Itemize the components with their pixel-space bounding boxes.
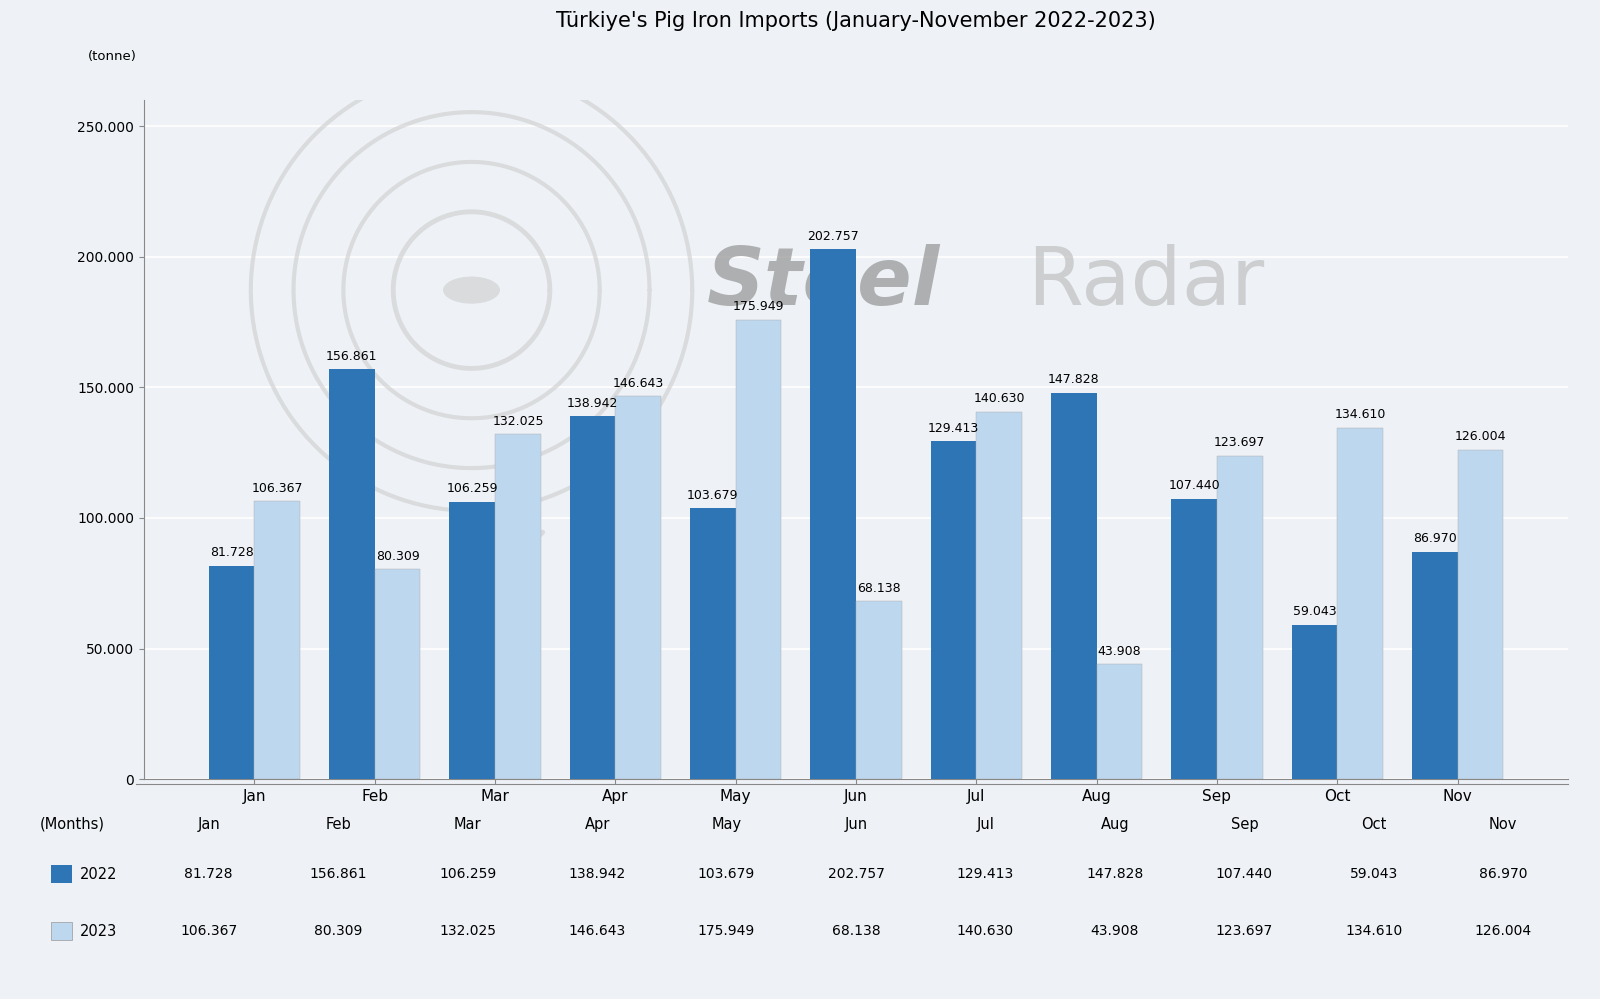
Bar bbox=[931, 442, 976, 779]
Text: 80.309: 80.309 bbox=[376, 549, 419, 562]
Text: Apr: Apr bbox=[584, 816, 610, 832]
Bar bbox=[494, 435, 541, 779]
Bar bbox=[208, 565, 254, 779]
Text: (tonne): (tonne) bbox=[88, 50, 138, 63]
Bar bbox=[976, 412, 1022, 779]
Text: 156.861: 156.861 bbox=[309, 867, 366, 881]
Text: 86.970: 86.970 bbox=[1413, 532, 1456, 545]
Bar bbox=[450, 501, 494, 779]
Bar bbox=[1338, 428, 1382, 779]
Text: 106.367: 106.367 bbox=[181, 924, 237, 938]
Text: 202.757: 202.757 bbox=[827, 867, 885, 881]
Text: 140.630: 140.630 bbox=[973, 393, 1026, 406]
Text: Aug: Aug bbox=[1101, 816, 1130, 832]
Bar bbox=[736, 320, 781, 779]
Text: Radar: Radar bbox=[1027, 245, 1264, 323]
Text: 156.861: 156.861 bbox=[326, 350, 378, 363]
Bar bbox=[1051, 393, 1096, 779]
Text: 132.025: 132.025 bbox=[438, 924, 496, 938]
Text: 81.728: 81.728 bbox=[184, 867, 234, 881]
Text: 123.697: 123.697 bbox=[1216, 924, 1274, 938]
Text: 106.367: 106.367 bbox=[251, 482, 302, 495]
Text: 132.025: 132.025 bbox=[493, 415, 544, 428]
Text: 103.679: 103.679 bbox=[698, 867, 755, 881]
Text: Jul: Jul bbox=[976, 816, 994, 832]
Bar bbox=[690, 508, 736, 779]
Text: 106.259: 106.259 bbox=[438, 867, 496, 881]
Text: 86.970: 86.970 bbox=[1478, 867, 1528, 881]
Bar bbox=[1218, 456, 1262, 779]
Text: 134.610: 134.610 bbox=[1346, 924, 1403, 938]
Text: 175.949: 175.949 bbox=[733, 300, 784, 313]
Circle shape bbox=[443, 277, 501, 304]
Text: 103.679: 103.679 bbox=[686, 489, 739, 501]
Text: 138.942: 138.942 bbox=[566, 397, 618, 410]
Text: May: May bbox=[712, 816, 742, 832]
Text: 134.610: 134.610 bbox=[1334, 408, 1386, 421]
Text: 68.138: 68.138 bbox=[832, 924, 880, 938]
Text: 129.413: 129.413 bbox=[957, 867, 1014, 881]
Text: Oct: Oct bbox=[1362, 816, 1387, 832]
Text: Steel: Steel bbox=[707, 245, 939, 323]
Text: 59.043: 59.043 bbox=[1350, 867, 1398, 881]
Text: Feb: Feb bbox=[325, 816, 350, 832]
Text: 2022: 2022 bbox=[80, 866, 117, 882]
Text: 140.630: 140.630 bbox=[957, 924, 1014, 938]
Bar bbox=[1291, 625, 1338, 779]
Text: Jun: Jun bbox=[845, 816, 867, 832]
Bar bbox=[1096, 664, 1142, 779]
Bar bbox=[1171, 499, 1218, 779]
Text: 146.643: 146.643 bbox=[613, 377, 664, 390]
Bar bbox=[330, 370, 374, 779]
Text: Mar: Mar bbox=[454, 816, 482, 832]
Bar bbox=[810, 250, 856, 779]
Text: Jan: Jan bbox=[197, 816, 221, 832]
Text: 202.757: 202.757 bbox=[808, 230, 859, 243]
Bar bbox=[570, 417, 616, 779]
Text: 147.828: 147.828 bbox=[1086, 867, 1144, 881]
Text: 123.697: 123.697 bbox=[1214, 437, 1266, 450]
Text: 43.908: 43.908 bbox=[1098, 645, 1141, 658]
Text: 129.413: 129.413 bbox=[928, 422, 979, 435]
Bar bbox=[1458, 450, 1504, 779]
Text: (Months): (Months) bbox=[40, 816, 106, 832]
Title: Türkiye's Pig Iron Imports (January-November 2022-2023): Türkiye's Pig Iron Imports (January-Nove… bbox=[557, 11, 1155, 31]
Text: 106.259: 106.259 bbox=[446, 483, 498, 496]
Text: 126.004: 126.004 bbox=[1454, 431, 1506, 444]
Text: 146.643: 146.643 bbox=[568, 924, 626, 938]
Text: 80.309: 80.309 bbox=[314, 924, 362, 938]
Bar bbox=[856, 601, 902, 779]
Bar bbox=[1411, 552, 1458, 779]
Bar bbox=[374, 569, 421, 779]
Text: Nov: Nov bbox=[1490, 816, 1517, 832]
Text: 81.728: 81.728 bbox=[210, 546, 253, 559]
Text: 175.949: 175.949 bbox=[698, 924, 755, 938]
Text: 59.043: 59.043 bbox=[1293, 605, 1336, 618]
Bar bbox=[254, 501, 301, 779]
Text: 2023: 2023 bbox=[80, 923, 117, 939]
Text: 126.004: 126.004 bbox=[1475, 924, 1531, 938]
Text: 147.828: 147.828 bbox=[1048, 374, 1099, 387]
Text: 43.908: 43.908 bbox=[1091, 924, 1139, 938]
Text: Sep: Sep bbox=[1230, 816, 1258, 832]
Text: 107.440: 107.440 bbox=[1168, 479, 1219, 492]
Bar bbox=[616, 396, 661, 779]
Text: 138.942: 138.942 bbox=[568, 867, 626, 881]
Text: 107.440: 107.440 bbox=[1216, 867, 1274, 881]
Text: 68.138: 68.138 bbox=[858, 581, 901, 594]
